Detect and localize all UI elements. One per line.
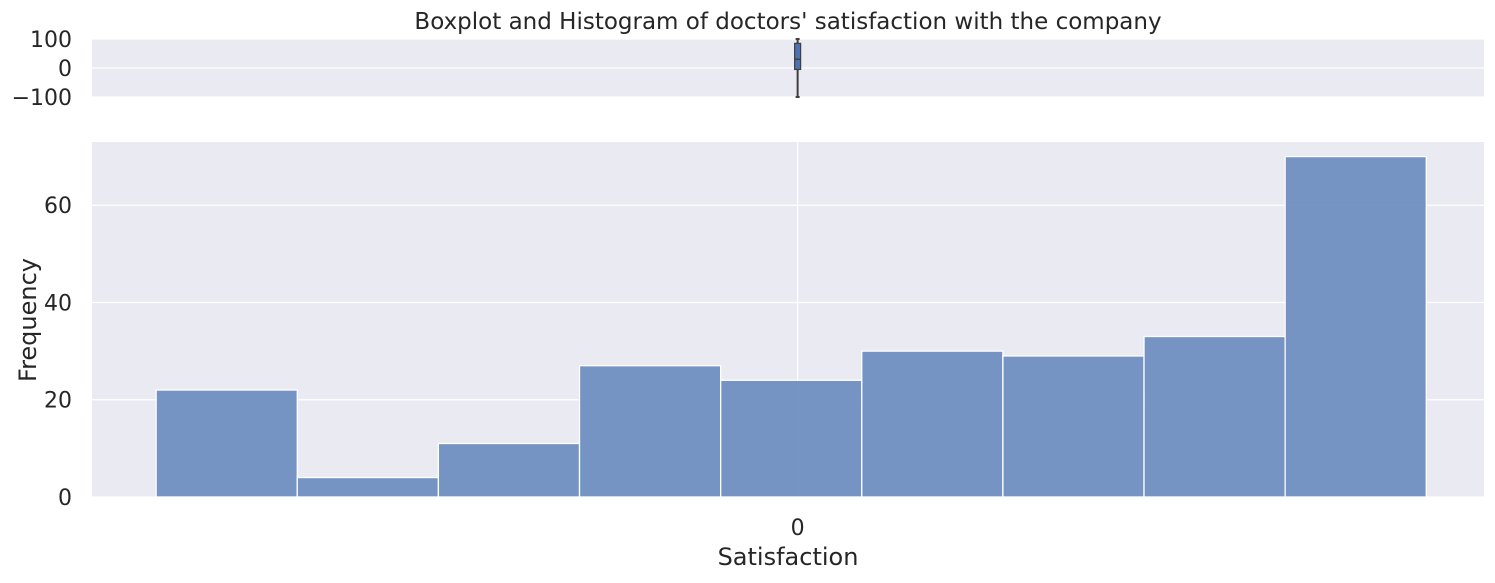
histogram-bar — [861, 350, 1004, 498]
y-axis-title: Frequency — [14, 258, 42, 382]
histogram-bar — [1143, 335, 1286, 498]
x-axis-title: Satisfaction — [718, 543, 859, 571]
histogram-y-tick-labels: 0 20 40 60 — [44, 194, 72, 511]
histogram-bar — [1284, 155, 1427, 498]
histogram-bar — [719, 379, 863, 498]
boxplot-y-tick-label: −100 — [12, 86, 72, 111]
boxplot-y-tick-label: 100 — [30, 28, 72, 53]
chart-title: Boxplot and Histogram of doctors' satisf… — [414, 9, 1161, 35]
boxplot-box — [794, 42, 802, 71]
boxplot-y-tick-labels: 100 0 −100 — [12, 28, 72, 111]
boxplot-marks — [794, 38, 802, 98]
histogram-bar — [296, 476, 440, 498]
histogram-bar — [155, 389, 298, 498]
histogram-bar — [578, 365, 722, 498]
histogram-x-tick-labels: 0 — [791, 516, 805, 541]
histogram-bar — [437, 442, 581, 498]
histogram-y-tick-label: 0 — [58, 486, 72, 511]
histogram-y-tick-label: 20 — [44, 389, 72, 414]
histogram-y-tick-label: 60 — [44, 194, 72, 219]
boxplot-gridlines — [92, 38, 1484, 98]
histogram-y-tick-label: 40 — [44, 291, 72, 316]
histogram-bar — [1002, 355, 1145, 498]
histogram-panel: 0 20 40 60 0 — [44, 142, 1484, 541]
histogram-bars — [155, 155, 1427, 498]
boxplot-panel: 100 0 −100 — [12, 28, 1484, 111]
boxplot-y-tick-label: 0 — [58, 57, 72, 82]
histogram-x-tick-label: 0 — [791, 516, 805, 541]
